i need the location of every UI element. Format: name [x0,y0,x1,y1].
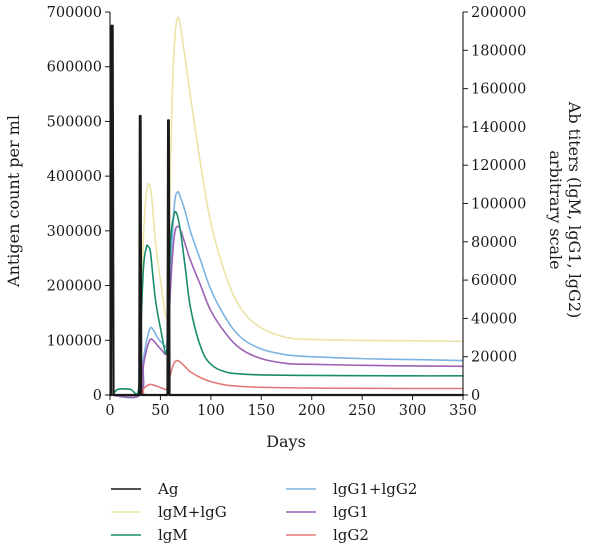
left-y-tick-label: 100000 [47,333,102,349]
left-y-tick-label: 500000 [47,114,102,130]
x-tick-label: 100 [197,403,225,419]
right-y-tick-label: 140000 [471,120,526,136]
right-y-tick-label: 120000 [471,158,526,174]
x-tick-label: 300 [399,403,427,419]
x-tick-label: 250 [348,403,376,419]
left-y-tick-label: 200000 [47,279,102,295]
right-y-tick-label: 200000 [471,5,526,21]
legend-label-igm-igg: lgM+lgG [158,503,227,521]
ticks-layer: 0 50 100 150 200 250 300 3500100000200000300000… [47,5,527,419]
legend-item-igg2: lgG2 [286,526,369,544]
right-y-axis-title-line1: Ab titers (lgM, lgG1, lgG2) [565,101,584,318]
legend-item-igg1: lgG1 [286,503,369,521]
x-axis-title: Days [266,432,306,451]
x-tick-label: 350 [449,403,477,419]
legend-label-igg1-igg2: lgG1+lgG2 [333,480,417,498]
legend: Ag lgM+lgG lgM lgG1+lgG2 lgG1 lgG2 [111,480,417,544]
legend-label-igg1: lgG1 [333,503,369,521]
right-y-tick-label: 60000 [471,273,517,289]
legend-label-ag: Ag [157,480,179,498]
legend-item-ag: Ag [111,480,179,498]
series-line-lgg1 [109,225,464,399]
left-y-tick-label: 700000 [47,5,102,21]
legend-item-igm-igg: lgM+lgG [111,503,227,521]
series-line-lgg1-lgg2 [109,191,464,399]
right-y-tick-label: 180000 [471,43,526,59]
legend-label-igg2: lgG2 [333,526,369,544]
x-tick-label: 200 [298,403,326,419]
right-y-axis-title-line2: arbitrary scale [546,150,565,269]
series-line-ag [108,24,465,397]
left-y-tick-label: 400000 [47,169,102,185]
series-line-lgg2 [109,359,464,397]
legend-item-igg1-igg2: lgG1+lgG2 [286,480,417,498]
legend-label-igm: lgM [158,526,188,544]
right-y-tick-label: 0 [471,388,480,404]
right-y-tick-label: 160000 [471,82,526,98]
left-y-tick-label: 300000 [47,224,102,240]
series-layer [108,16,465,399]
left-y-axis-title: Antigen count per ml [4,115,23,288]
left-y-tick-label: 600000 [47,60,102,76]
x-tick-label: 50 [151,403,169,419]
right-y-tick-label: 40000 [471,311,517,327]
x-tick-label: 150 [247,403,275,419]
right-y-tick-label: 100000 [471,197,526,213]
legend-item-igm: lgM [111,526,188,544]
right-y-tick-label: 80000 [471,235,517,251]
x-tick-label: 0 [105,403,114,419]
left-y-tick-label: 0 [93,388,102,404]
right-y-tick-label: 20000 [471,350,517,366]
